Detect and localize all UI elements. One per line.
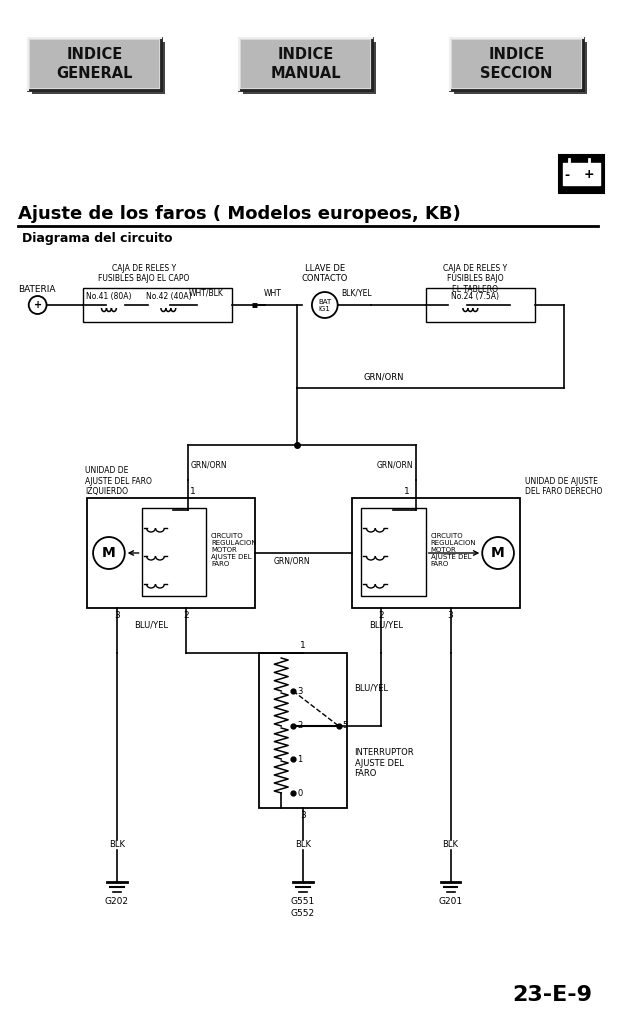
Text: UNIDAD DE AJUSTE
DEL FARO DERECHO: UNIDAD DE AJUSTE DEL FARO DERECHO [525, 476, 602, 496]
Bar [241, 40, 370, 88]
Bar [361, 508, 426, 596]
Bar [559, 155, 604, 193]
Text: +: + [584, 169, 595, 181]
Text: BLK: BLK [109, 840, 125, 849]
Text: 1: 1 [404, 487, 410, 496]
Bar [28, 38, 161, 90]
Text: BLU/YEL: BLU/YEL [355, 683, 389, 692]
Text: BLK/YEL: BLK/YEL [341, 289, 372, 298]
Text: 1: 1 [300, 641, 306, 650]
Text: BLK: BLK [443, 840, 458, 849]
Text: 23-E-9: 23-E-9 [512, 985, 592, 1005]
Text: G551: G551 [291, 897, 315, 906]
Bar [564, 163, 600, 185]
Text: 1: 1 [297, 755, 302, 764]
Text: INTERRUPTOR
AJUSTE DEL
FARO: INTERRUPTOR AJUSTE DEL FARO [355, 749, 414, 778]
Text: 0: 0 [297, 788, 302, 798]
Bar [239, 38, 373, 90]
Text: GRN/ORN: GRN/ORN [376, 461, 413, 470]
Text: CAJA DE RELES Y
FUSIBLES BAJO EL CAPO: CAJA DE RELES Y FUSIBLES BAJO EL CAPO [98, 264, 189, 284]
Text: G552: G552 [291, 909, 315, 918]
Text: BATERIA: BATERIA [18, 285, 55, 294]
Text: 2: 2 [183, 611, 189, 620]
Text: 3: 3 [114, 611, 119, 620]
Text: UNIDAD DE
AJUSTE DEL FARO
IZQUIERDO: UNIDAD DE AJUSTE DEL FARO IZQUIERDO [85, 466, 152, 496]
Text: Diagrama del circuito: Diagrama del circuito [22, 232, 172, 245]
Text: M: M [102, 546, 116, 560]
Text: CIRCUITO
REGULACION
MOTOR
AJUSTE DEL
FARO: CIRCUITO REGULACION MOTOR AJUSTE DEL FAR… [431, 534, 476, 567]
Bar [87, 498, 256, 608]
Text: 5: 5 [343, 722, 348, 730]
Bar [452, 40, 582, 88]
Bar [142, 508, 206, 596]
Text: WHT: WHT [263, 289, 281, 298]
Text: Ajuste de los faros ( Modelos europeos, KB): Ajuste de los faros ( Modelos europeos, … [18, 205, 460, 223]
Text: 2: 2 [297, 722, 302, 730]
Text: 3: 3 [448, 611, 453, 620]
Text: 2: 2 [378, 611, 384, 620]
Text: -: - [565, 169, 570, 181]
Text: BLU/YEL: BLU/YEL [369, 621, 403, 630]
Text: CIRCUITO
REGULACION
MOTOR
AJUSTE DEL
FARO: CIRCUITO REGULACION MOTOR AJUSTE DEL FAR… [211, 534, 256, 567]
Text: INDICE
GENERAL: INDICE GENERAL [57, 47, 133, 81]
Text: 3: 3 [300, 811, 306, 820]
Text: M: M [491, 546, 505, 560]
Text: CAJA DE RELES Y
FUSIBLES BAJO
EL TABLERO: CAJA DE RELES Y FUSIBLES BAJO EL TABLERO [443, 264, 508, 294]
Text: IG1: IG1 [319, 306, 331, 312]
Bar [30, 40, 159, 88]
Circle shape [93, 537, 125, 569]
Text: 3: 3 [297, 686, 302, 695]
Text: GRN/ORN: GRN/ORN [191, 461, 228, 470]
Text: BLU/YEL: BLU/YEL [134, 621, 169, 630]
Text: GRN/ORN: GRN/ORN [274, 556, 310, 565]
Text: INDICE
MANUAL: INDICE MANUAL [270, 47, 341, 81]
Text: BLK: BLK [295, 840, 311, 849]
Bar [450, 38, 583, 90]
Bar [243, 42, 376, 94]
Text: LLAVE DE
CONTACTO: LLAVE DE CONTACTO [302, 264, 348, 284]
Text: 1: 1 [190, 487, 196, 496]
Bar [426, 288, 535, 322]
Text: +: + [34, 300, 42, 310]
Bar [453, 42, 587, 94]
Bar [32, 42, 165, 94]
Text: No.24 (7.5A): No.24 (7.5A) [452, 293, 499, 301]
Text: GRN/ORN: GRN/ORN [364, 372, 404, 381]
Text: No.42 (40A): No.42 (40A) [146, 293, 191, 301]
Text: WHT/BLK: WHT/BLK [188, 289, 223, 298]
Text: BAT: BAT [318, 299, 332, 305]
Bar [259, 653, 346, 808]
Text: G201: G201 [439, 897, 463, 906]
Text: INDICE
SECCION: INDICE SECCION [480, 47, 552, 81]
Bar [83, 288, 232, 322]
Bar [351, 498, 520, 608]
Text: No.41 (80A): No.41 (80A) [86, 293, 132, 301]
Circle shape [29, 296, 47, 314]
Text: G202: G202 [105, 897, 129, 906]
Circle shape [312, 292, 338, 318]
Circle shape [482, 537, 514, 569]
